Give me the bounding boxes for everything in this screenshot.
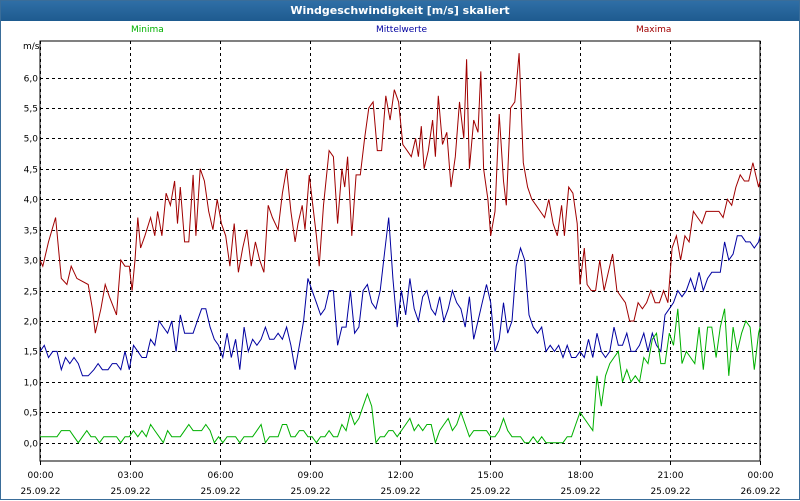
y-tick-label: 2,5: [24, 288, 38, 298]
y-tick-label: 1,0: [24, 379, 39, 389]
legend-maxima: Maxima: [636, 25, 672, 35]
legend-minima: Minima: [131, 25, 164, 35]
y-axis-label: m/s: [23, 42, 40, 52]
x-tick-date: 25.09.22: [20, 487, 60, 497]
x-tick-time: 03:00: [118, 471, 144, 481]
series-line-maxima: [39, 53, 761, 334]
x-tick-time: 09:00: [298, 471, 324, 481]
x-tick-time: 18:00: [568, 471, 594, 481]
x-tick-time: 21:00: [658, 471, 684, 481]
x-tick-date: 25.09.22: [560, 487, 600, 497]
y-tick-label: 5,5: [24, 105, 38, 115]
legend-mittelwerte: Mittelwerte: [376, 25, 428, 35]
y-tick-label: 0,0: [24, 440, 39, 450]
window-title: Windgeschwindigkeit [m/s] skaliert: [1, 1, 799, 21]
x-tick-date: 25.09.22: [470, 487, 510, 497]
y-tick-label: 6,0: [24, 75, 39, 85]
y-tick-label: 4,0: [24, 196, 39, 206]
x-tick-time: 06:00: [208, 471, 234, 481]
y-tick-label: 5,0: [24, 135, 39, 145]
x-tick-date: 25.09.22: [200, 487, 240, 497]
x-tick-time: 00:00: [28, 471, 54, 481]
x-tick-date: 26.09.22: [740, 487, 780, 497]
y-tick-label: 1,5: [24, 348, 38, 358]
x-tick-date: 25.09.22: [110, 487, 150, 497]
series-line-minima: [40, 308, 761, 445]
y-tick-label: 3,5: [24, 227, 38, 237]
y-tick-label: 0,5: [24, 409, 38, 419]
x-tick-time: 12:00: [388, 471, 414, 481]
x-tick-time: 00:00: [748, 471, 774, 481]
y-tick-label: 3,0: [24, 257, 39, 267]
series-line-mittelwerte: [39, 217, 761, 377]
x-tick-date: 25.09.22: [650, 487, 690, 497]
x-tick-date: 25.09.22: [380, 487, 420, 497]
y-tick-label: 4,5: [24, 166, 38, 176]
x-tick-date: 25.09.22: [290, 487, 330, 497]
y-tick-label: 2,0: [24, 318, 39, 328]
x-tick-time: 15:00: [478, 471, 504, 481]
